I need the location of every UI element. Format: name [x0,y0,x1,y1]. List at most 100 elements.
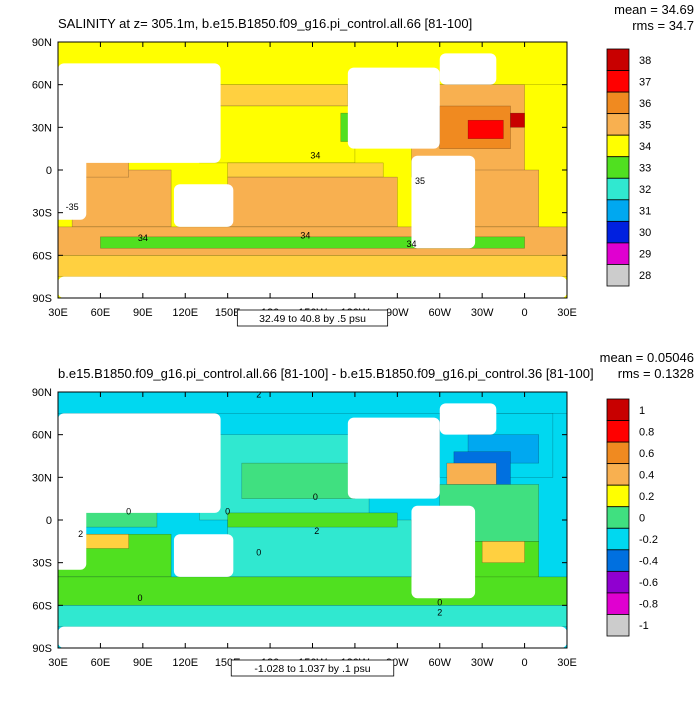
colorbar-label: -0.2 [639,534,658,546]
field-region [481,541,525,563]
field-region [467,169,539,228]
field-region [58,392,567,414]
land-mask [439,403,497,435]
contour-label: 35 [415,176,425,186]
x-tick-label: 60E [91,657,111,669]
colorbar-label: -0.8 [639,599,658,611]
colorbar-label: -0.4 [639,556,658,568]
panel-1: 3435-3534343430E60E90E120E150E180150W120… [32,2,694,327]
x-tick-label: 150E [215,307,241,319]
colorbar-box [606,570,630,594]
colorbar-label: 33 [639,163,651,175]
y-tick-label: 60N [32,430,52,442]
contour-label: 0 [437,597,442,607]
field-region [227,176,398,228]
colorbar-label: -0.6 [639,577,658,589]
colorbar-box [606,220,630,244]
y-tick-label: 90S [32,293,52,305]
colorbar-label: 0 [639,513,645,525]
colorbar-label: 0.8 [639,426,654,438]
colorbar-box [606,199,630,222]
colorbar-label: 31 [639,206,651,218]
contour-label: 0 [225,506,230,516]
colorbar-box [606,156,630,179]
chart-title: b.e15.B1850.f09_g16.pi_control.all.66 [8… [58,366,594,381]
stat-label: rms = 34.7 [632,18,694,33]
contour-label: 34 [310,151,320,161]
plot-area: 34 35 -35 34 34 34 [58,42,567,298]
x-tick-label: 0 [522,657,528,669]
contour-label: 34 [406,239,416,249]
contour-label: 2 [437,607,442,617]
land-mask [58,470,87,570]
colorbar-box [606,527,630,551]
land-mask [411,505,476,599]
field-region [100,236,525,249]
x-tick-label: 60E [91,307,111,319]
contour-label: -35 [66,202,79,212]
y-tick-label: 60S [32,600,52,612]
land-mask [347,67,440,149]
colorbar-label: 38 [639,55,651,67]
colorbar-box [606,592,630,615]
x-tick-label: 90W [386,307,409,319]
land-mask [347,417,440,499]
field-region [199,105,356,164]
y-tick-label: 30S [32,208,52,220]
land-mask [411,155,476,249]
land-mask [439,53,497,85]
land-mask [58,63,221,163]
colorbar-label: 32 [639,184,651,196]
y-tick-label: 0 [46,165,52,177]
colorbar-label: 34 [639,141,651,153]
field-region [58,576,567,606]
range-caption: -1.028 to 1.037 by .1 psu [254,663,370,675]
colorbar-label: -1 [639,620,649,632]
colorbar-box [606,134,630,158]
x-tick-label: 30E [557,657,577,669]
range-caption-box [236,309,389,327]
field-region [467,119,504,139]
x-tick-label: 30W [471,307,494,319]
colorbar-box [606,264,630,287]
field-region [510,112,525,128]
field-region [227,519,412,578]
colorbar-label: 35 [639,119,651,131]
contour-label: 0 [313,492,318,502]
x-tick-label: 90E [133,657,153,669]
field-region [227,512,398,528]
x-tick-label: 90E [133,307,153,319]
y-tick-label: 30N [32,472,52,484]
field-region [58,605,567,627]
colorbar-box [606,506,630,529]
y-tick-label: 0 [46,515,52,527]
colorbar-box [606,242,630,265]
colorbar-box [606,91,630,115]
contour-label: 0 [137,593,142,603]
contour-label: 0 [126,506,131,516]
colorbar-label: 0.6 [639,448,654,460]
field-region [213,84,349,107]
land-mask [58,626,567,648]
x-tick-label: 120E [172,657,198,669]
colorbar-label: 37 [639,76,651,88]
stat-label: mean = 34.69 [614,2,694,17]
y-tick-label: 60S [32,250,52,262]
field-region [71,169,172,228]
contour-label: 2 [314,526,319,536]
field-region [241,462,356,499]
colorbar-label: 36 [639,98,651,110]
contour-label: 34 [300,230,310,240]
colorbar-box [606,441,630,465]
x-tick-label: 60W [428,657,451,669]
field-region [227,162,384,178]
land-mask [173,184,234,227]
x-tick-label: 120E [172,307,198,319]
field-region [58,255,567,277]
contour-label: 0 [256,548,261,558]
stat-label: rms = 0.1328 [618,366,694,381]
colorbar-box [606,113,630,136]
colorbar-box [606,549,630,572]
